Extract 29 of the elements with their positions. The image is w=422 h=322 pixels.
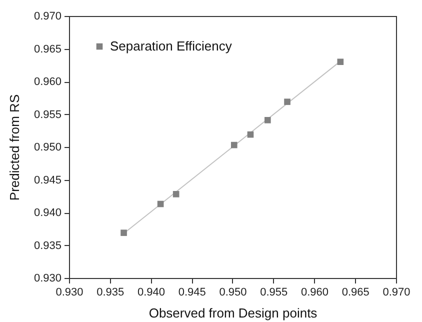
y-tick-label: 0.955 xyxy=(34,108,62,121)
point xyxy=(120,230,127,236)
x-tick-label: 0.955 xyxy=(260,286,288,298)
y-tick-label: 0.935 xyxy=(34,240,62,252)
point xyxy=(264,116,271,124)
x-tick-label: 0.950 xyxy=(219,286,247,298)
x-tick-label: 0.960 xyxy=(300,286,329,298)
x-tick-label: 0.945 xyxy=(178,286,206,298)
x-tick-label: 0.930 xyxy=(56,286,84,298)
point xyxy=(157,200,164,208)
x-axis-title: Observed from Design points xyxy=(148,306,318,320)
y-tick-label: 0.965 xyxy=(34,43,62,56)
point xyxy=(337,58,344,66)
x-tick-label: 0.970 xyxy=(382,286,410,298)
y-tick-label: 0.950 xyxy=(34,142,62,154)
point xyxy=(230,142,238,148)
point xyxy=(172,191,180,198)
x-tick-label: 0.940 xyxy=(137,286,166,298)
legend-label: Separation Efficiency xyxy=(110,38,232,54)
y-tick-label: 0.940 xyxy=(34,207,62,219)
y-tick-label: 0.945 xyxy=(34,174,62,186)
point xyxy=(284,98,290,105)
x-tick-label: 0.965 xyxy=(342,286,370,298)
y-tick-label: 0.960 xyxy=(34,76,62,88)
point xyxy=(247,131,254,138)
x-tick-label: 0.935 xyxy=(96,286,124,298)
y-tick-label: 0.930 xyxy=(34,272,62,284)
y-tick-label: 0.970 xyxy=(34,10,62,22)
y-axis-title: Predicted from RS xyxy=(6,94,22,201)
